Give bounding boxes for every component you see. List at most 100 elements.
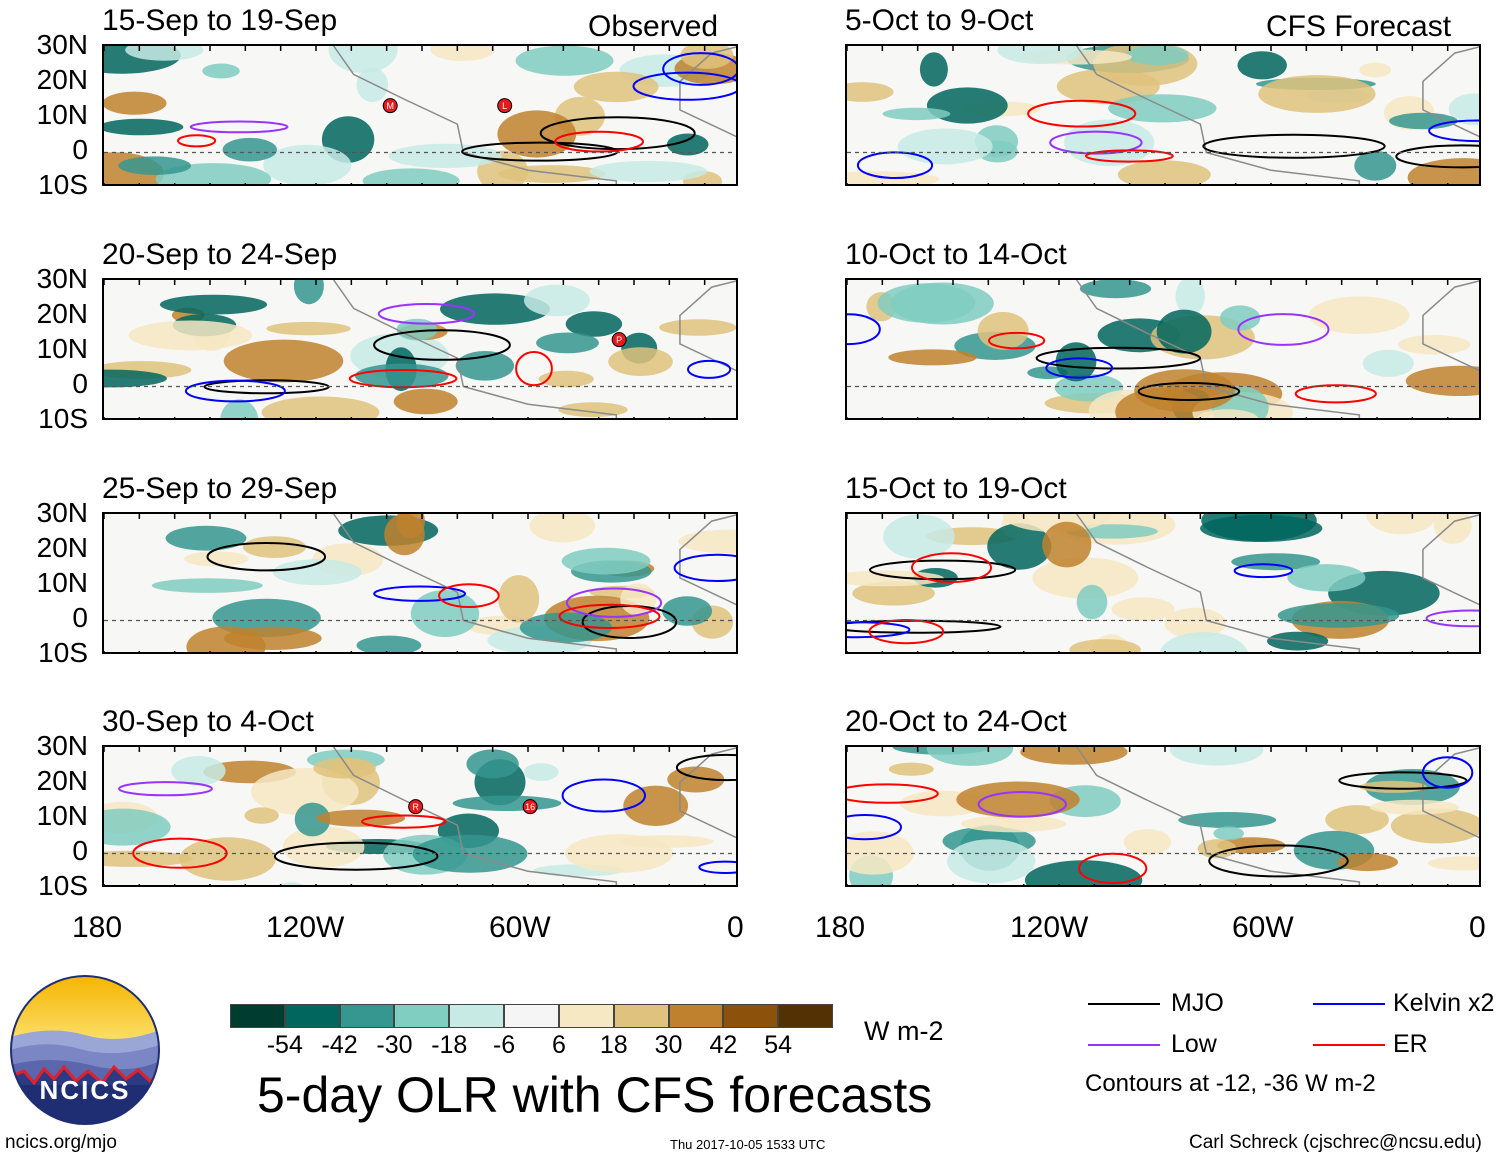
olr-positive-anomaly — [1407, 158, 1479, 184]
y-tick-label: 20N — [36, 765, 88, 796]
y-tick-label: 10S — [38, 169, 88, 200]
colorbar-swatch — [284, 1004, 340, 1028]
olr-positive-anomaly — [1398, 334, 1471, 355]
olr-negative-anomaly — [997, 46, 1084, 65]
contour-er — [438, 583, 500, 608]
y-tick-label: 20N — [36, 298, 88, 329]
olr-positive-anomaly — [184, 551, 249, 567]
olr-positive-anomaly — [393, 388, 458, 415]
legend-mjo-line — [1088, 1003, 1160, 1005]
olr-negative-anomaly — [1055, 342, 1097, 382]
coastline-africa — [1422, 280, 1479, 372]
contour-er — [988, 331, 1046, 350]
contour-mjo — [1395, 144, 1479, 169]
olr-field — [847, 46, 1479, 184]
contour-er — [911, 552, 992, 583]
colorbar-swatch — [504, 1004, 559, 1028]
contour-kelvin-x2 — [632, 71, 736, 101]
coastline — [1076, 46, 1361, 184]
contour-kelvin-x2 — [687, 359, 732, 379]
contour-low — [1237, 313, 1330, 346]
olr-positive-anomaly — [104, 850, 194, 867]
olr-negative-anomaly — [666, 133, 709, 156]
panel-title: 15-Oct to 19-Oct — [845, 472, 1067, 505]
contour-mjo — [206, 542, 327, 572]
olr-positive-anomaly — [956, 781, 1080, 818]
colorbar-swatch — [339, 1004, 395, 1028]
storm-marker-label: M — [386, 101, 394, 111]
y-tick-label: 0 — [72, 134, 88, 165]
olr-negative-anomaly — [272, 559, 362, 586]
olr-negative-anomaly — [159, 294, 268, 315]
y-tick-label: 10S — [38, 637, 88, 668]
y-tick-label: 20N — [36, 532, 88, 563]
olr-negative-anomaly — [1159, 632, 1248, 652]
coastline — [333, 747, 618, 885]
olr-negative-anomaly — [1200, 514, 1323, 542]
contour-kelvin-x2 — [373, 585, 467, 602]
olr-positive-anomaly — [313, 757, 376, 779]
olr-negative-anomaly — [882, 107, 951, 121]
x-tick-label: 120W — [1010, 911, 1089, 944]
x-tick-label: 0 — [1469, 911, 1486, 944]
y-tick-label: 0 — [72, 368, 88, 399]
olr-positive-anomaly — [977, 311, 1029, 350]
panel-title: 5-Oct to 9-Oct — [845, 4, 1034, 37]
coastline-africa — [679, 280, 736, 372]
olr-positive-anomaly — [179, 837, 276, 881]
website-link[interactable]: ncics.org/mjo — [5, 1132, 117, 1153]
y-tick-label: 10N — [36, 800, 88, 831]
olr-field — [847, 747, 1479, 885]
contour-low — [118, 781, 213, 797]
olr-positive-anomaly — [573, 71, 659, 103]
storm-marker-dot — [522, 799, 538, 815]
y-tick-label: 20N — [36, 64, 88, 95]
coastline-africa — [679, 514, 736, 606]
y-tick-label: 30N — [36, 497, 88, 528]
contour-low — [565, 587, 663, 618]
coastline-africa — [1422, 46, 1479, 138]
olr-negative-anomaly — [1108, 94, 1217, 123]
storm-marker-label: P — [616, 335, 622, 345]
contour-mjo — [1208, 844, 1349, 878]
olr-negative-anomaly — [1219, 305, 1261, 331]
colorbar-tick-label: 30 — [654, 1031, 683, 1059]
contour-kelvin-x2 — [561, 778, 646, 813]
olr-positive-anomaly — [128, 320, 253, 351]
olr-negative-anomaly — [410, 590, 480, 637]
olr-negative-anomaly — [452, 795, 562, 811]
olr-negative-anomaly — [589, 160, 708, 182]
contour-low — [1425, 609, 1479, 628]
olr-negative-anomaly — [561, 547, 651, 575]
olr-positive-anomaly — [1032, 557, 1139, 599]
colorbar-units: W m-2 — [864, 1016, 944, 1046]
contour-er — [361, 814, 447, 829]
olr-positive-anomaly — [1117, 160, 1211, 184]
cfs-forecast-label: CFS Forecast — [1266, 10, 1452, 43]
contour-er — [1085, 149, 1174, 163]
olr-negative-anomaly — [1126, 46, 1189, 66]
olr-negative-anomaly — [104, 808, 171, 846]
olr-positive-anomaly — [1337, 853, 1398, 872]
olr-positive-anomaly — [1111, 597, 1175, 622]
storm-marker: 16 — [522, 799, 538, 815]
olr-positive-anomaly — [1405, 365, 1479, 396]
panel-title: 25-Sep to 29-Sep — [102, 472, 338, 505]
olr-negative-anomaly — [1213, 826, 1244, 841]
ncics-logo: NCICS — [10, 975, 160, 1125]
legend-kelvin-line — [1313, 1003, 1385, 1005]
olr-positive-anomaly — [538, 370, 594, 388]
olr-positive-anomaly — [1258, 75, 1376, 113]
credit: Carl Schreck (cjschrec@ncsu.edu) — [1189, 1132, 1482, 1153]
olr-positive-anomaly — [847, 570, 944, 587]
olr-map-panel — [845, 278, 1481, 420]
contour-kelvin-x2 — [1428, 119, 1479, 143]
contour-kelvin-x2 — [184, 379, 286, 403]
olr-negative-anomaly — [202, 63, 240, 79]
olr-negative-anomaly — [1277, 603, 1400, 628]
colorbar-swatch — [230, 1004, 285, 1028]
olr-negative-anomaly — [987, 523, 1052, 570]
x-tick-label: 0 — [727, 911, 744, 944]
contour-low — [977, 791, 1068, 818]
